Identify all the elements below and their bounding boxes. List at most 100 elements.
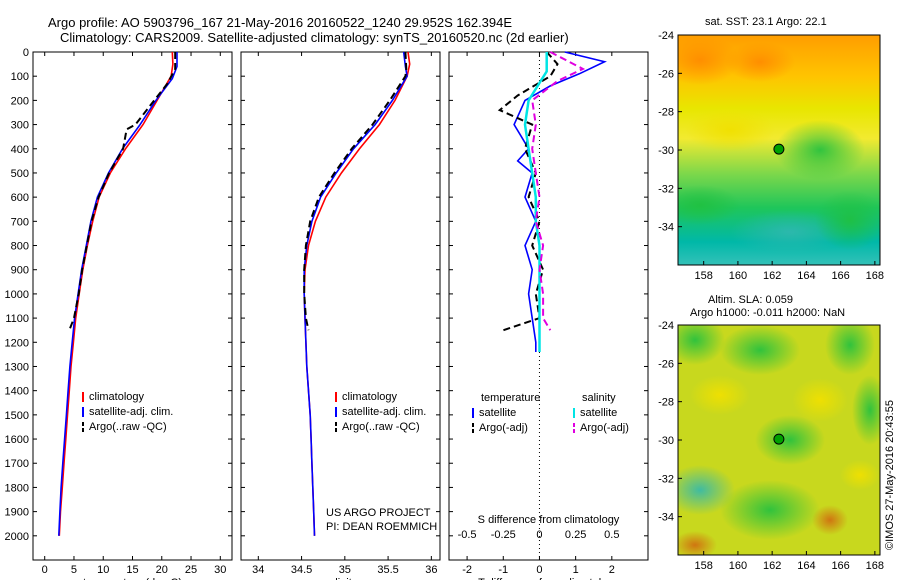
difference-xlabel-bottom: T difference from climatology: [478, 577, 619, 580]
sla-map-ytick-label: -30: [658, 435, 674, 447]
temperature-legend-label: satellite-adj. clim.: [89, 406, 173, 418]
sla-map-xtick-label: 162: [763, 560, 781, 572]
temperature-xtick-label: 5: [71, 564, 77, 576]
temperature-series-satellite: [58, 52, 178, 536]
depth-tick-label: 100: [11, 71, 29, 83]
depth-tick-label: 1700: [5, 458, 29, 470]
project-credit-1: US ARGO PROJECT: [326, 507, 431, 519]
temperature-series-argo: [68, 52, 177, 331]
sla-map-xtick-label: 158: [694, 560, 712, 572]
temperature-xtick-label: 30: [214, 564, 226, 576]
temperature-xtick-label: 0: [42, 564, 48, 576]
sst-map-title: sat. SST: 23.1 Argo: 22.1: [705, 16, 827, 28]
depth-tick-label: 400: [11, 144, 29, 156]
sla-map-ytick-label: -26: [658, 358, 674, 370]
salinity-legend-label: Argo(..raw -QC): [342, 421, 420, 433]
temperature-legend-label: Argo(..raw -QC): [89, 421, 167, 433]
difference-xtick-label: 1: [573, 564, 579, 576]
salinity-xtick-label: 35.5: [377, 564, 398, 576]
salinity-series-satellite: [303, 51, 408, 536]
difference-xlabel-top: S difference from climatology: [478, 514, 620, 526]
difference-series-sal_satellite: [523, 52, 548, 352]
depth-tick-label: 1900: [5, 507, 29, 519]
sst-map-ytick-label: -26: [658, 68, 674, 80]
sst-field: [678, 35, 880, 265]
depth-tick-label: 300: [11, 120, 29, 132]
sla-map-ytick-label: -32: [658, 473, 674, 485]
sst-map-xtick-label: 162: [763, 270, 781, 282]
salinity-xtick-label: 34: [252, 564, 264, 576]
difference-sal-tick-label: -0.25: [491, 529, 516, 541]
sst-map-ytick-label: -24: [658, 30, 674, 42]
depth-tick-label: 1200: [5, 337, 29, 349]
sst-map-ytick-label: -32: [658, 183, 674, 195]
difference-legend-header-salinity: salinity: [582, 392, 616, 404]
sla-map: Altim. SLA: 0.059 Argo h1000: -0.011 h20…: [658, 294, 884, 572]
temperature-xtick-label: 15: [126, 564, 138, 576]
depth-tick-label: 2000: [5, 531, 29, 543]
depth-tick-label: 1800: [5, 482, 29, 494]
temperature-legend-label: climatology: [89, 391, 145, 403]
imos-credit: ©IMOS 27-May-2016 20:43:55: [884, 400, 896, 550]
sst-map-ytick-label: -28: [658, 107, 674, 119]
difference-legend-header-temperature: temperature: [481, 392, 540, 404]
difference-sal-tick-label: 0.5: [604, 529, 619, 541]
difference-frame: [448, 51, 649, 561]
depth-tick-label: 1300: [5, 361, 29, 373]
sst-map-xtick-label: 168: [866, 270, 884, 282]
sst-map-xtick-label: 158: [694, 270, 712, 282]
salinity-legend-label: satellite-adj. clim.: [342, 406, 426, 418]
temperature-series-climatology: [58, 51, 174, 536]
temperature-xtick-label: 25: [185, 564, 197, 576]
sst-map-xtick-label: 160: [729, 270, 747, 282]
difference-legend-label: Argo(-adj): [479, 422, 528, 434]
argo-location-marker-sla: [773, 433, 785, 445]
sst-map-ytick-label: -34: [658, 222, 674, 234]
difference-series-satellite: [513, 51, 607, 352]
temperature-panel: 0 5 10 15 20 25 300100200300400500600700800900…: [5, 47, 233, 580]
depth-tick-label: 600: [11, 192, 29, 204]
sla-map-xtick-label: 168: [866, 560, 884, 572]
salinity-xtick-label: 36: [425, 564, 437, 576]
depth-tick-label: 1500: [5, 410, 29, 422]
depth-tick-label: 900: [11, 265, 29, 277]
sla-map-ytick-label: -24: [658, 320, 674, 332]
salinity-panel: 34 34.5 35 35.5 36 salinity climatology satelli…: [240, 51, 441, 580]
depth-tick-label: 1400: [5, 386, 29, 398]
sst-map-ytick-label: -30: [658, 145, 674, 157]
sla-map-xtick-label: 160: [729, 560, 747, 572]
sla-map-title-1: Altim. SLA: 0.059: [708, 294, 793, 306]
difference-sal-tick-label: 0: [536, 529, 542, 541]
header-line-2: Climatology: CARS2009. Satellite-adjuste…: [60, 30, 569, 45]
difference-series-sal_argo: [531, 51, 586, 331]
depth-tick-label: 0: [23, 47, 29, 59]
difference-xtick-label: -2: [462, 564, 472, 576]
salinity-series-climatology: [303, 51, 411, 536]
sla-map-title-2: Argo h1000: -0.011 h2000: NaN: [690, 307, 845, 319]
sla-map-xtick-label: 164: [797, 560, 815, 572]
difference-xtick-label: 0: [536, 564, 542, 576]
depth-tick-label: 500: [11, 168, 29, 180]
depth-tick-label: 700: [11, 216, 29, 228]
temperature-xtick-label: 10: [97, 564, 109, 576]
salinity-xtick-label: 35: [339, 564, 351, 576]
sla-map-ytick-label: -34: [658, 512, 674, 524]
depth-tick-label: 1600: [5, 434, 29, 446]
project-credit-2: PI: DEAN ROEMMICH: [326, 521, 437, 533]
depth-tick-label: 800: [11, 241, 29, 253]
difference-legend-label: Argo(-adj): [580, 422, 629, 434]
sla-map-xtick-label: 166: [831, 560, 849, 572]
difference-sal-tick-label: 0.25: [565, 529, 586, 541]
header-line-1: Argo profile: AO 5903796_167 21-May-2016…: [48, 15, 512, 30]
sla-map-ytick-label: -28: [658, 397, 674, 409]
sst-map: sat. SST: 23.1 Argo: 22.1 158 160 162 164 16…: [658, 16, 884, 282]
salinity-xtick-label: 34.5: [291, 564, 312, 576]
difference-legend-label: satellite: [479, 407, 516, 419]
salinity-frame: [240, 51, 441, 561]
difference-panel: -2 -1 0 1 2T difference from climatology S di…: [448, 51, 649, 580]
salinity-xlabel: salinity: [324, 577, 358, 580]
salinity-series-argo: [303, 51, 408, 331]
sst-map-xtick-label: 166: [831, 270, 849, 282]
depth-tick-label: 1100: [5, 313, 29, 325]
